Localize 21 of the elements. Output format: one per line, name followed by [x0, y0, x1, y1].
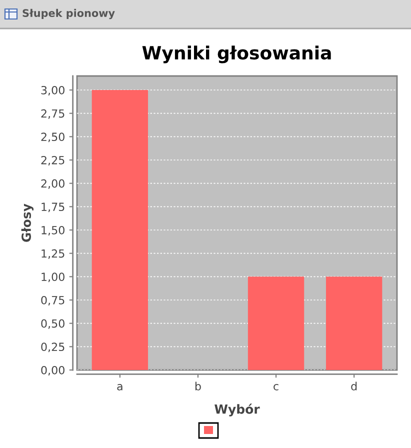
y-tick-label: 1,00: [42, 272, 64, 282]
y-tick-label: 0,00: [41, 366, 64, 376]
text: Słupek pionowy: [22, 8, 115, 20]
y-tick-label: 0,50: [41, 319, 64, 329]
x-tick-label: d: [351, 382, 357, 390]
y-tick-label: 3,00: [41, 86, 64, 96]
y-tick-label: 0,25: [41, 342, 64, 352]
y-tick-label: 2,00: [41, 179, 64, 189]
x-tick-label: b: [195, 382, 201, 390]
y-tick-label: 1,25: [42, 249, 64, 259]
x-axis-title: Wybór: [214, 404, 260, 416]
y-tick-label: 2,75: [41, 109, 64, 119]
y-tick-label: 1,50: [42, 226, 64, 236]
x-tick-label: a: [117, 384, 122, 390]
y-axis-title: Głosy: [21, 204, 34, 242]
chart-title: Wyniki głosowania: [142, 46, 331, 64]
x-tick-label: c: [274, 384, 278, 390]
y-tick-label: 0,75: [41, 296, 64, 306]
y-tick-label: 1,75: [42, 202, 64, 212]
y-tick-label: 2,50: [41, 132, 64, 142]
y-tick-label: 2,25: [41, 156, 64, 166]
